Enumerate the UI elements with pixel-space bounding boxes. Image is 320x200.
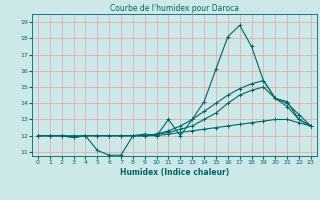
X-axis label: Humidex (Indice chaleur): Humidex (Indice chaleur) — [120, 168, 229, 177]
Title: Courbe de l'humidex pour Daroca: Courbe de l'humidex pour Daroca — [110, 4, 239, 13]
